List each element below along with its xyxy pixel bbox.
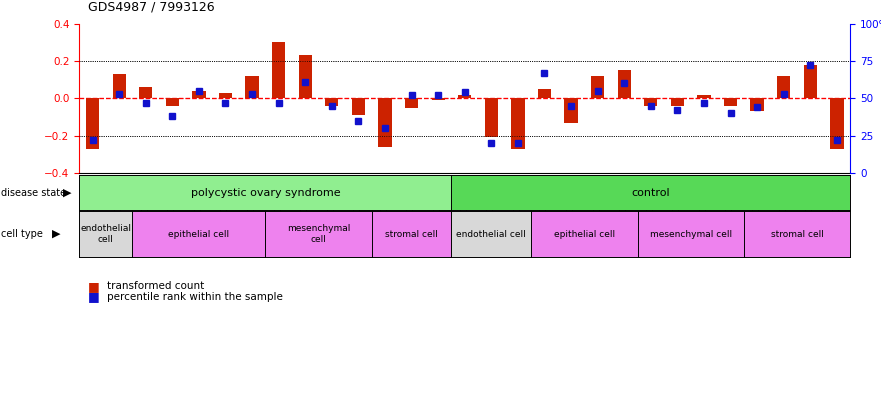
Bar — [192, 91, 205, 98]
Bar — [218, 93, 232, 98]
Text: epithelial cell: epithelial cell — [554, 230, 615, 239]
Bar — [511, 98, 524, 149]
Bar — [803, 64, 817, 98]
Text: stromal cell: stromal cell — [385, 230, 438, 239]
Text: polycystic ovary syndrome: polycystic ovary syndrome — [190, 187, 340, 198]
Text: percentile rank within the sample: percentile rank within the sample — [107, 292, 284, 302]
Text: ■: ■ — [88, 290, 100, 303]
Text: ▶: ▶ — [63, 187, 71, 198]
Bar — [166, 98, 179, 106]
Text: endothelial
cell: endothelial cell — [80, 224, 131, 244]
Text: GDS4987 / 7993126: GDS4987 / 7993126 — [88, 1, 215, 14]
Bar — [565, 98, 578, 123]
Bar — [644, 98, 657, 106]
Bar — [86, 98, 100, 149]
Text: disease state: disease state — [1, 187, 66, 198]
Bar — [591, 76, 604, 98]
Text: ▶: ▶ — [52, 229, 61, 239]
Bar — [724, 98, 737, 106]
Bar — [698, 94, 711, 98]
Text: ■: ■ — [88, 279, 100, 293]
Text: transformed count: transformed count — [107, 281, 204, 291]
Bar — [113, 74, 126, 98]
Bar — [458, 94, 471, 98]
Bar — [272, 42, 285, 98]
Bar — [432, 98, 445, 100]
Text: control: control — [632, 187, 670, 198]
Bar — [246, 76, 259, 98]
Bar — [830, 98, 843, 149]
Text: epithelial cell: epithelial cell — [168, 230, 229, 239]
Text: mesenchymal
cell: mesenchymal cell — [287, 224, 351, 244]
Bar — [751, 98, 764, 111]
Bar — [485, 98, 498, 138]
Text: stromal cell: stromal cell — [771, 230, 824, 239]
Bar — [618, 70, 631, 98]
Bar — [139, 87, 152, 98]
Bar — [670, 98, 684, 106]
Bar — [378, 98, 392, 147]
Text: cell type: cell type — [1, 229, 43, 239]
Bar — [777, 76, 790, 98]
Bar — [405, 98, 418, 108]
Text: endothelial cell: endothelial cell — [456, 230, 526, 239]
Bar — [352, 98, 365, 115]
Bar — [299, 55, 312, 98]
Bar — [325, 98, 338, 106]
Bar — [537, 89, 552, 98]
Text: mesenchymal cell: mesenchymal cell — [649, 230, 732, 239]
